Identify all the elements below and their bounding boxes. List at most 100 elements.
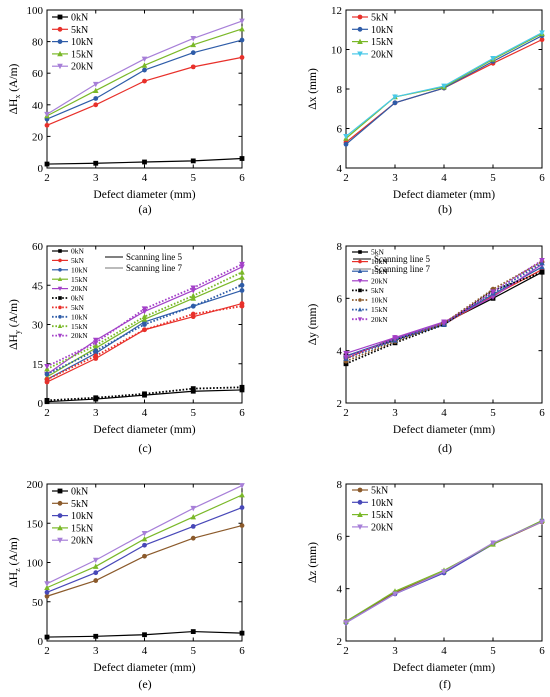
y-tick-label: 2 bbox=[337, 636, 343, 648]
x-tick-label: 4 bbox=[142, 645, 148, 657]
data-point bbox=[239, 274, 245, 280]
legend-marker bbox=[57, 26, 63, 32]
data-point bbox=[343, 361, 349, 367]
legend-entry: 0kN bbox=[71, 487, 88, 498]
legend-entry: 10kN bbox=[71, 37, 93, 48]
data-point bbox=[190, 41, 197, 48]
y-tick-label: 0 bbox=[38, 398, 44, 410]
legend-entry: 15kN bbox=[371, 305, 388, 314]
chart-panel-2: 2 3 4 5 6 4 6 8 10 12 Defect diameter (mm) Δx (mm) (… bbox=[307, 5, 545, 216]
data-point bbox=[141, 531, 148, 537]
x-tick-label: 3 bbox=[93, 172, 99, 184]
series-5kN-line7 bbox=[44, 303, 245, 382]
x-tick-label: 6 bbox=[539, 645, 545, 657]
data-point bbox=[44, 397, 50, 403]
legend-entry: 10kN bbox=[371, 25, 393, 36]
data-point bbox=[392, 591, 398, 597]
data-point bbox=[239, 523, 245, 529]
data-point bbox=[44, 634, 50, 640]
data-point bbox=[343, 141, 349, 147]
data-point bbox=[343, 134, 349, 140]
y-tick-label: 6 bbox=[337, 124, 343, 136]
legend-marker bbox=[357, 26, 363, 32]
data-point bbox=[44, 377, 50, 382]
legend-marker bbox=[57, 276, 63, 281]
y-tick-label: 20 bbox=[32, 131, 44, 143]
x-tick-label: 4 bbox=[142, 407, 148, 419]
data-point bbox=[441, 569, 447, 575]
y-tick-label: 80 bbox=[32, 37, 44, 49]
data-point bbox=[93, 102, 99, 108]
data-point bbox=[190, 505, 197, 512]
series-20kN-line7 bbox=[343, 257, 545, 361]
data-point bbox=[239, 261, 245, 268]
legend-entry: 5kN bbox=[371, 286, 385, 295]
x-tick-label: 5 bbox=[490, 407, 496, 419]
series-20kN bbox=[343, 519, 545, 626]
legend-marker bbox=[57, 488, 63, 494]
legend-entry: 15kN bbox=[71, 275, 88, 284]
legend-marker bbox=[58, 249, 62, 253]
data-point bbox=[239, 269, 245, 275]
legend-marker bbox=[58, 315, 62, 319]
data-point bbox=[239, 282, 245, 288]
line-legend-entry: Scanning line 5 bbox=[374, 254, 430, 264]
series-line bbox=[345, 260, 543, 362]
x-tick-label: 6 bbox=[539, 172, 545, 184]
data-point bbox=[239, 483, 245, 489]
x-axis-label: Defect diameter (mm) bbox=[93, 662, 195, 674]
data-point bbox=[490, 294, 496, 301]
y-tick-label: 4 bbox=[337, 163, 343, 175]
data-point bbox=[93, 395, 99, 401]
data-point bbox=[239, 25, 245, 32]
x-axis-label: Defect diameter (mm) bbox=[93, 424, 195, 436]
legend-entry: 5kN bbox=[71, 256, 85, 265]
data-point bbox=[441, 320, 447, 327]
series-0kN bbox=[44, 629, 245, 640]
x-tick-label: 2 bbox=[343, 645, 349, 657]
legend-marker bbox=[357, 38, 363, 44]
data-point bbox=[239, 18, 245, 25]
x-tick-label: 2 bbox=[343, 407, 349, 419]
legend-marker bbox=[357, 268, 363, 273]
x-tick-label: 4 bbox=[142, 172, 148, 184]
data-point bbox=[239, 303, 245, 309]
legend-entry: 10kN bbox=[71, 265, 88, 274]
legend-entry: 5kN bbox=[71, 303, 85, 312]
data-point bbox=[44, 589, 50, 595]
x-tick-label: 4 bbox=[441, 172, 447, 184]
data-point bbox=[190, 535, 196, 541]
y-tick-label: 0 bbox=[38, 163, 44, 175]
legend-marker bbox=[357, 499, 363, 505]
data-point bbox=[93, 570, 99, 576]
legend-entry: 10kN bbox=[71, 312, 88, 321]
data-point bbox=[343, 354, 349, 361]
legend-marker bbox=[57, 513, 63, 518]
series-0kN bbox=[44, 156, 245, 167]
legend-marker bbox=[358, 298, 362, 302]
data-point bbox=[142, 159, 147, 165]
series-10kN bbox=[44, 37, 245, 122]
y-axis-label: Δx (mm) bbox=[307, 68, 319, 110]
data-point bbox=[44, 161, 50, 167]
y-tick-label: 15 bbox=[32, 359, 44, 371]
data-point bbox=[141, 313, 148, 320]
legend-entry: 5kN bbox=[371, 486, 388, 497]
y-tick-label: 40 bbox=[32, 100, 44, 112]
series-20kN bbox=[44, 18, 245, 118]
data-point bbox=[190, 388, 196, 394]
data-point bbox=[190, 50, 196, 56]
data-point bbox=[343, 350, 349, 357]
legend-marker bbox=[358, 259, 362, 264]
y-tick-label: 60 bbox=[32, 68, 44, 80]
data-point bbox=[392, 336, 398, 342]
legend-entry: 20kN bbox=[371, 49, 393, 60]
chart-panel-6: 2 3 4 5 6 2 4 6 8 Defect diameter (mm) Δz (mm) (f) 5… bbox=[307, 479, 545, 691]
data-point bbox=[490, 289, 496, 295]
data-point bbox=[239, 37, 245, 43]
data-point bbox=[392, 94, 398, 100]
data-point bbox=[93, 633, 99, 639]
y-tick-label: 60 bbox=[32, 241, 44, 253]
